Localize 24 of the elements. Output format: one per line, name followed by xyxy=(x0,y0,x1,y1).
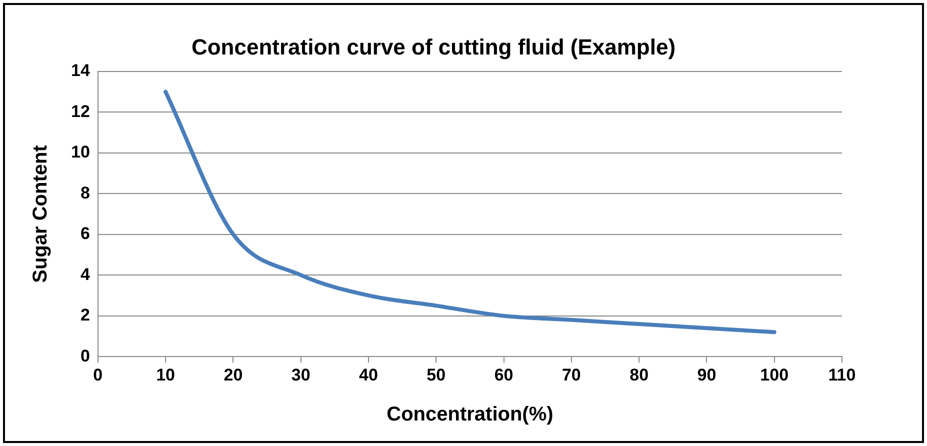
x-tick-label: 50 xyxy=(426,365,446,384)
y-axis-title: Sugar Content xyxy=(30,144,52,283)
y-tick-label: 6 xyxy=(80,224,90,244)
x-tick-label: 80 xyxy=(630,365,649,384)
x-tick-label: 100 xyxy=(760,365,789,384)
x-axis-title: Concentration(%) xyxy=(386,404,554,426)
y-tick-label: 8 xyxy=(80,183,90,202)
x-tick-label: 20 xyxy=(224,365,243,384)
x-tick-label: 0 xyxy=(93,365,103,384)
x-tick-label: 110 xyxy=(828,365,856,384)
y-tick-label: 0 xyxy=(80,346,90,366)
y-tick-label: 12 xyxy=(70,102,90,121)
chart-title: Concentration curve of cutting fluid (Example) xyxy=(191,34,676,60)
y-tick-label: 14 xyxy=(70,61,90,80)
y-tick-label: 2 xyxy=(80,306,90,325)
y-tick-label: 4 xyxy=(80,264,90,284)
x-tick-label: 70 xyxy=(562,365,581,384)
y-tick-label: 10 xyxy=(70,142,90,162)
x-tick-label: 40 xyxy=(359,365,378,384)
x-tick-label: 10 xyxy=(156,365,176,384)
line-series xyxy=(164,90,776,334)
x-tick-label: 60 xyxy=(494,365,514,384)
x-tick-label: 30 xyxy=(291,365,310,384)
x-tick-label: 90 xyxy=(697,365,716,384)
